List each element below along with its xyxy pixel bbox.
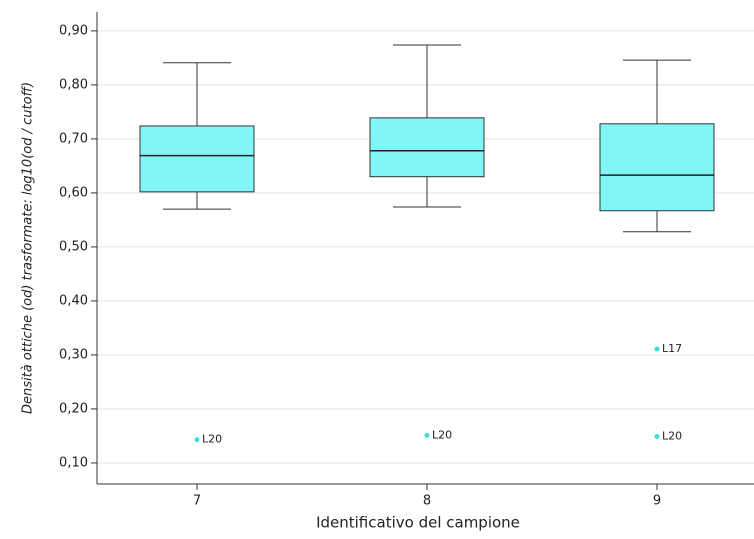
outlier-label: L20 xyxy=(432,428,452,441)
y-tick-label: 0,30 xyxy=(59,347,88,362)
box xyxy=(369,117,485,178)
outlier-label: L17 xyxy=(662,342,682,355)
x-tick-label: 9 xyxy=(653,494,661,509)
outlier xyxy=(654,433,660,439)
y-tick-label: 0,50 xyxy=(59,239,88,254)
outlier-label: L20 xyxy=(662,429,682,442)
y-tick-label: 0,60 xyxy=(59,185,88,200)
box xyxy=(139,125,255,193)
y-tick-label: 0,40 xyxy=(59,293,88,308)
x-tick-label: 8 xyxy=(423,494,431,509)
y-axis-label: Densità ottiche (od) trasformate: log10(… xyxy=(21,82,36,414)
y-tick-label: 0,90 xyxy=(59,23,88,38)
y-tick-label: 0,80 xyxy=(59,77,88,92)
outlier xyxy=(654,346,660,352)
box xyxy=(599,123,715,212)
outlier xyxy=(194,437,200,443)
outlier xyxy=(424,432,430,438)
x-axis-label: Identificativo del campione xyxy=(316,514,520,532)
y-tick-label: 0,10 xyxy=(59,455,88,470)
x-tick-label: 7 xyxy=(193,494,201,509)
y-tick-label: 0,70 xyxy=(59,131,88,146)
y-tick-label: 0,20 xyxy=(59,401,88,416)
outlier-label: L20 xyxy=(202,433,222,446)
